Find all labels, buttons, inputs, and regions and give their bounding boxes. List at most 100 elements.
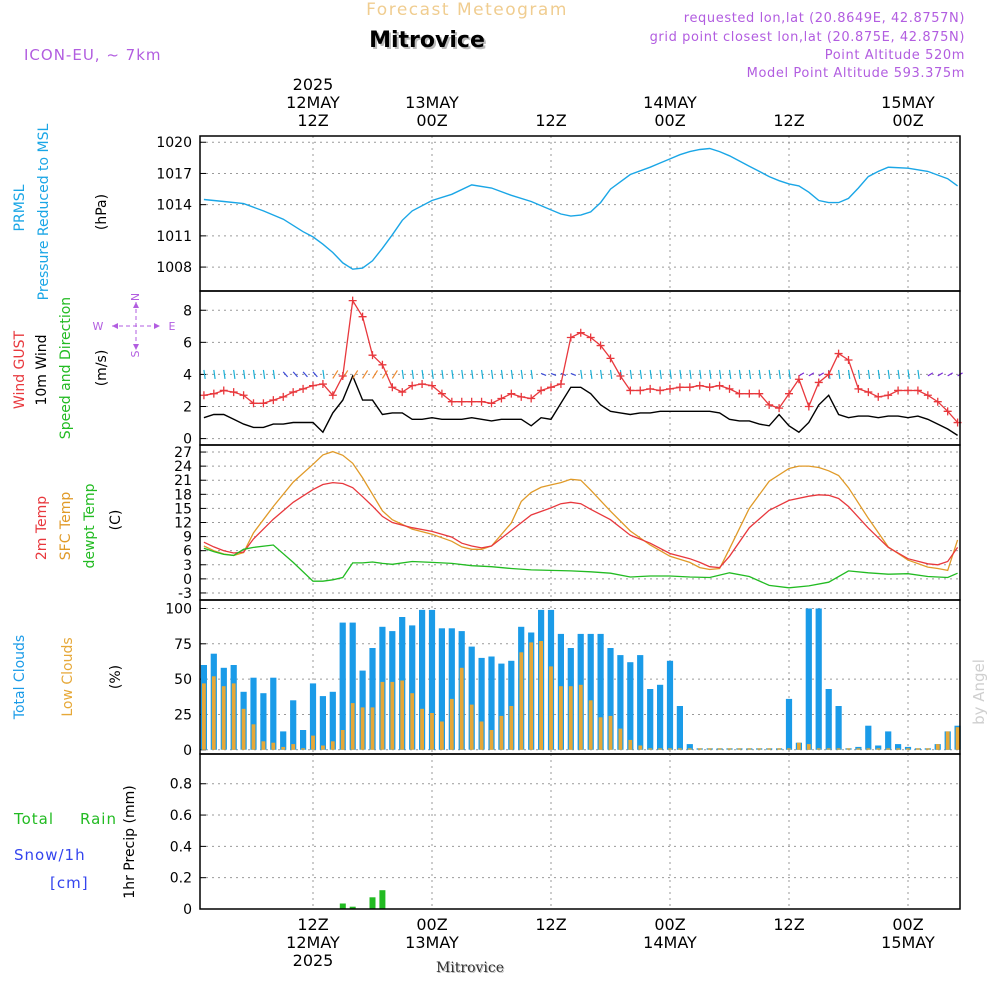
gust-marker xyxy=(299,384,308,393)
low-cloud-bar xyxy=(350,703,355,750)
wind-direction-arrow xyxy=(738,369,742,379)
wind-direction-arrow xyxy=(332,370,339,379)
temp-left-labels: 2m Temp SFC Temp dewpt Temp (C) xyxy=(34,483,124,568)
y-tick-label: 100 xyxy=(165,601,192,617)
low-cloud-bar xyxy=(340,730,345,750)
dewpt-line xyxy=(203,544,958,589)
compass-icon: N S W E xyxy=(93,293,176,358)
wind-direction-arrow xyxy=(272,369,276,379)
top-time-label: 00Z xyxy=(416,111,447,130)
low-cloud-bar xyxy=(896,748,900,750)
low-cloud-bar xyxy=(221,686,226,750)
wind-direction-arrow xyxy=(867,369,871,379)
low-cloud-bar xyxy=(549,666,553,750)
gust-marker xyxy=(576,328,585,337)
wind-direction-arrow xyxy=(818,372,825,377)
total-cloud-bar xyxy=(835,706,842,750)
gust-marker xyxy=(467,397,476,406)
pressure-line xyxy=(203,147,959,270)
point-altitude: Point Altitude 520m xyxy=(825,48,965,63)
top-time-label: 12Z xyxy=(535,111,566,130)
low-cloud-bar xyxy=(608,715,613,750)
wind-direction-arrow xyxy=(262,369,266,379)
wind-direction-arrow xyxy=(768,369,772,379)
gust-marker xyxy=(517,392,526,401)
gust-marker xyxy=(636,386,645,395)
gust-marker xyxy=(646,384,655,393)
gust-marker xyxy=(824,370,833,379)
low-cloud-bar xyxy=(598,717,603,750)
y-tick-label: 15 xyxy=(174,501,192,517)
gust-marker xyxy=(933,397,942,406)
wind-direction-arrow xyxy=(203,369,206,379)
temp2m-line xyxy=(203,481,959,569)
gust-marker xyxy=(388,383,397,392)
total-label: Total xyxy=(13,810,54,828)
y-tick-label: 25 xyxy=(174,707,192,723)
gust-marker xyxy=(626,386,635,395)
panel-frame xyxy=(199,290,961,446)
low-cloud-bar xyxy=(311,735,315,750)
y-tick-label: 0.6 xyxy=(170,808,192,824)
y-tick-label: 6 xyxy=(183,335,192,351)
low-cloud-bar xyxy=(707,748,712,750)
total-cloud-bar xyxy=(300,730,307,750)
total-cloud-bar xyxy=(785,698,793,750)
low-clouds-label: Low Clouds xyxy=(60,637,76,716)
total-cloud-bar xyxy=(349,622,356,750)
gust-marker xyxy=(616,372,625,381)
low-cloud-bar xyxy=(737,748,742,750)
gust-marker xyxy=(755,389,764,398)
low-cloud-bar xyxy=(449,698,454,750)
gust-marker xyxy=(854,384,863,393)
low-cloud-bar xyxy=(231,683,236,750)
gust-marker xyxy=(368,351,377,360)
bottom-time-label: 15MAY xyxy=(881,933,935,952)
low-cloud-bar xyxy=(271,742,276,750)
total-cloud-bar xyxy=(280,731,287,750)
gust-marker xyxy=(596,341,605,350)
wind-direction-arrow xyxy=(798,372,805,377)
low-cloud-bar xyxy=(767,748,772,750)
gust-marker xyxy=(844,355,853,364)
dewpt-label: dewpt Temp xyxy=(82,483,98,568)
low-cloud-bar xyxy=(400,680,405,750)
total-cloud-bar xyxy=(587,633,594,750)
y-tick-label: 6 xyxy=(183,544,192,560)
gust-marker xyxy=(318,380,327,389)
gust-marker xyxy=(943,407,952,416)
y-tick-label: 8 xyxy=(183,303,192,319)
total-cloud-bar xyxy=(865,725,872,750)
low-cloud-bar xyxy=(529,642,534,750)
gust-marker xyxy=(725,384,734,393)
gust-marker xyxy=(685,383,694,392)
total-cloud-bar xyxy=(637,655,644,750)
wind-dir-label: Speed and Direction xyxy=(58,297,74,439)
wind-direction-arrow xyxy=(649,369,653,379)
pressure-label-1: PRMSL xyxy=(12,184,28,231)
wind-direction-arrow xyxy=(312,371,318,378)
wind-left-labels: Wind GUST 10m Wind Speed and Direction (… xyxy=(12,293,176,439)
temp2m-label: 2m Temp xyxy=(34,496,50,560)
gust-marker xyxy=(487,399,496,408)
wind-direction-arrow xyxy=(907,369,910,379)
rain-label: Rain xyxy=(80,810,117,828)
wind-direction-arrow xyxy=(689,369,692,379)
low-cloud-bar xyxy=(797,742,801,750)
wind-direction-arrow xyxy=(718,369,722,379)
low-cloud-bar xyxy=(925,748,930,750)
gust-marker xyxy=(358,312,367,321)
total-cloud-bar xyxy=(666,660,674,750)
low-cloud-bar xyxy=(380,681,385,750)
low-cloud-bar xyxy=(648,748,653,750)
total-cloud-bar xyxy=(478,657,485,750)
wind-direction-arrow xyxy=(897,369,900,379)
wind-direction-arrow xyxy=(411,369,415,379)
wind-direction-arrow xyxy=(927,372,934,377)
gust-marker xyxy=(765,400,774,409)
low-cloud-bar xyxy=(330,741,335,750)
wind-direction-arrow xyxy=(213,369,216,379)
total-cloud-bar xyxy=(290,700,297,750)
total-cloud-bar xyxy=(805,608,812,750)
low-cloud-bar xyxy=(866,748,871,750)
